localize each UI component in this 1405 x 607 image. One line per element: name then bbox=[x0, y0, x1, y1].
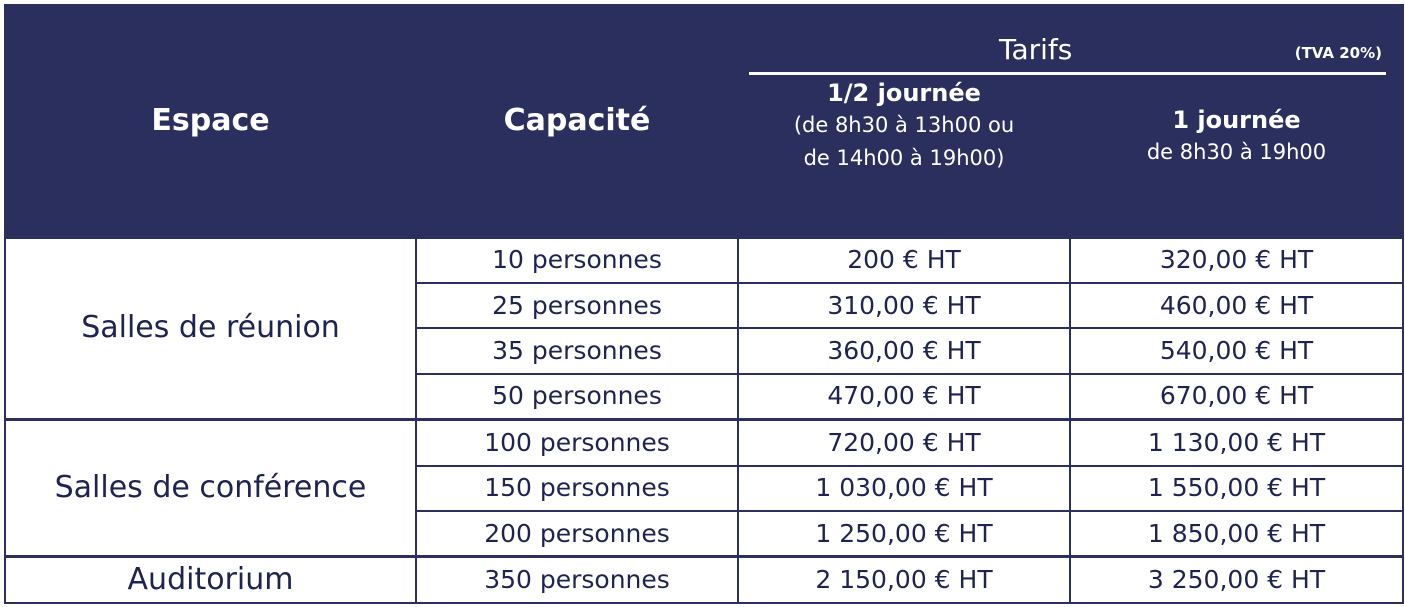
tarifs-title: Tarifs bbox=[999, 33, 1073, 66]
header-half-day: 1/2 journée (de 8h30 à 13h00 ou de 14h00… bbox=[737, 75, 1071, 238]
full-day-price: 1 850,00 € HT bbox=[1069, 509, 1404, 558]
espace-cell: Salles de réunion bbox=[4, 235, 417, 421]
table-row: 25 personnes 310,00 € HT 460,00 € HT bbox=[5, 281, 1404, 330]
table-row: 50 personnes 470,00 € HT 670,00 € HT bbox=[5, 372, 1404, 421]
espace-cell: Auditorium bbox=[4, 555, 417, 605]
header-espace: Espace bbox=[4, 4, 417, 238]
pricing-table: Espace Capacité Tarifs (TVA 20%) 1/2 jou… bbox=[4, 4, 1404, 605]
capacite-cell: 50 personnes bbox=[415, 372, 739, 421]
full-day-price: 320,00 € HT bbox=[1069, 235, 1404, 284]
full-day-price: 540,00 € HT bbox=[1069, 327, 1404, 375]
half-day-price: 310,00 € HT bbox=[737, 281, 1071, 330]
capacite-cell: 10 personnes bbox=[415, 235, 739, 284]
half-day-price: 1 030,00 € HT bbox=[737, 464, 1071, 512]
full-day-price: 3 250,00 € HT bbox=[1069, 555, 1404, 605]
tva-note: (TVA 20%) bbox=[1294, 44, 1382, 62]
half-day-hours-1: (de 8h30 à 13h00 ou bbox=[793, 113, 1015, 137]
table-row: 150 personnes 1 030,00 € HT 1 550,00 € H… bbox=[5, 464, 1404, 512]
table-row: 35 personnes 360,00 € HT 540,00 € HT bbox=[5, 327, 1404, 375]
table-header: Espace Capacité Tarifs (TVA 20%) 1/2 jou… bbox=[4, 4, 1404, 238]
half-day-price: 200 € HT bbox=[737, 235, 1071, 284]
capacite-cell: 200 personnes bbox=[415, 509, 739, 558]
header-capacite: Capacité bbox=[415, 4, 739, 238]
table-row: Auditorium 350 personnes 2 150,00 € HT 3… bbox=[4, 555, 1404, 605]
capacite-cell: 350 personnes bbox=[415, 555, 739, 605]
full-day-price: 670,00 € HT bbox=[1069, 372, 1404, 421]
half-day-price: 1 250,00 € HT bbox=[737, 509, 1071, 558]
table-body: Salles de réunion 10 personnes 200 € HT … bbox=[4, 235, 1404, 605]
capacite-cell: 100 personnes bbox=[415, 418, 739, 467]
half-day-price: 2 150,00 € HT bbox=[737, 555, 1071, 605]
half-day-title: 1/2 journée bbox=[827, 79, 981, 107]
half-day-price: 720,00 € HT bbox=[737, 418, 1071, 467]
full-day-price: 1 130,00 € HT bbox=[1069, 418, 1404, 467]
half-day-hours-2: de 14h00 à 19h00) bbox=[803, 146, 1005, 170]
capacite-cell: 150 personnes bbox=[415, 464, 739, 512]
capacite-cell: 35 personnes bbox=[415, 327, 739, 375]
full-day-title: 1 journée bbox=[1172, 105, 1301, 134]
tarifs-banner: Tarifs (TVA 20%) bbox=[749, 33, 1386, 75]
espace-cell: Salles de conférence bbox=[4, 418, 417, 558]
half-day-price: 470,00 € HT bbox=[737, 372, 1071, 421]
half-day-price: 360,00 € HT bbox=[737, 327, 1071, 375]
table-row: Salles de conférence 100 personnes 720,0… bbox=[4, 418, 1404, 558]
table-row: 200 personnes 1 250,00 € HT 1 850,00 € H… bbox=[5, 509, 1404, 558]
full-day-hours: de 8h30 à 19h00 bbox=[1146, 139, 1327, 164]
full-day-price: 1 550,00 € HT bbox=[1069, 464, 1404, 512]
header-tarifs: Tarifs (TVA 20%) bbox=[737, 4, 1404, 77]
full-day-price: 460,00 € HT bbox=[1069, 281, 1404, 330]
table-row: Salles de réunion 10 personnes 200 € HT … bbox=[4, 235, 1404, 421]
capacite-cell: 25 personnes bbox=[415, 281, 739, 330]
header-full-day: 1 journée de 8h30 à 19h00 bbox=[1069, 75, 1404, 238]
